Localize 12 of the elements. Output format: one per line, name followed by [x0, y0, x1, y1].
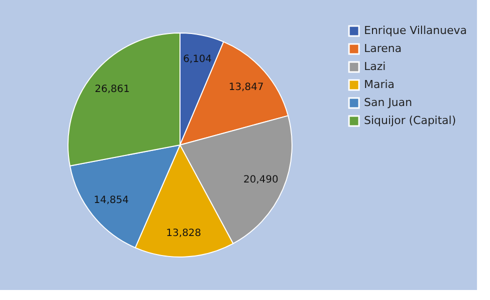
- legend-label: Larena: [364, 42, 402, 55]
- data-label: 20,490: [243, 174, 278, 186]
- legend-label: Maria: [364, 78, 395, 91]
- legend-label: Enrique Villanueva: [364, 24, 467, 37]
- data-label: 13,828: [166, 228, 202, 239]
- data-label: 14,854: [94, 194, 129, 206]
- data-label: 6,104: [183, 54, 212, 65]
- data-label: 13,847: [228, 82, 264, 94]
- legend-label: San Juan: [364, 96, 412, 109]
- legend-label: Siquijor (Capital): [364, 114, 456, 127]
- data-label: 26,861: [94, 84, 130, 95]
- legend-label: Lazi: [364, 60, 386, 73]
